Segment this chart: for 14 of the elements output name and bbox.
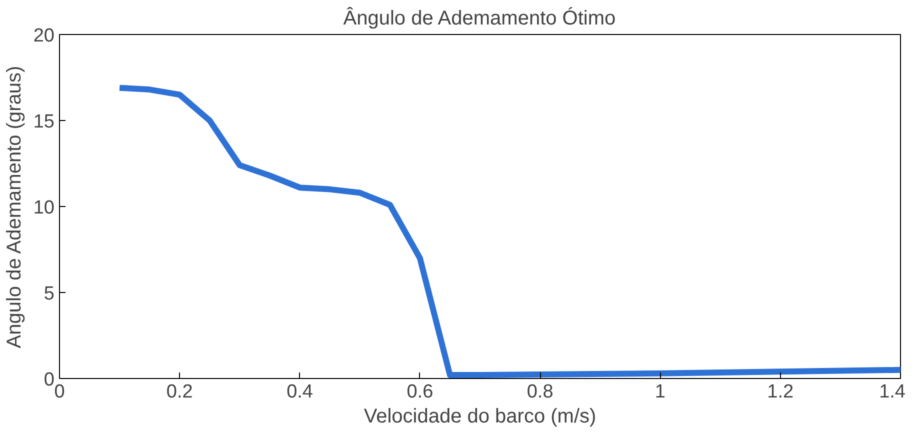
y-tick-label: 5 xyxy=(44,284,55,304)
x-tick-label: 1.2 xyxy=(767,382,794,402)
y-axis-title: Angulo de Ademamento (graus) xyxy=(3,66,26,348)
y-tick-label: 15 xyxy=(33,112,55,132)
y-tick-label: 20 xyxy=(33,26,55,46)
x-tick-label: 1 xyxy=(654,382,666,402)
x-axis-title: Velocidade do barco (m/s) xyxy=(364,406,596,428)
y-tick-label: 10 xyxy=(33,198,55,218)
x-tick-label: 0.6 xyxy=(406,382,434,402)
x-tick-label: 1.4 xyxy=(879,382,906,402)
x-tick-label: 0.2 xyxy=(166,382,193,402)
x-tick-label: 0.4 xyxy=(286,382,314,402)
x-tick-label: 0.8 xyxy=(526,382,554,402)
chart-title: Ângulo de Ademamento Ótimo xyxy=(343,6,616,30)
